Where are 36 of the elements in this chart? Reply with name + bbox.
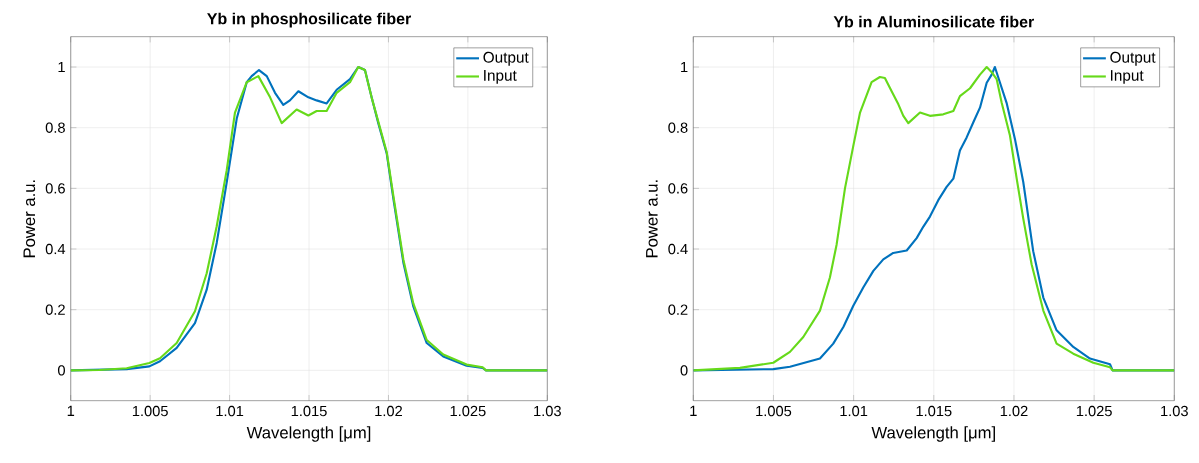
x-tick-label: 1	[690, 405, 697, 416]
x-tick-label: 1.005	[756, 405, 792, 417]
y-axis-title: Power a.u.	[646, 180, 658, 258]
legend-label: Input	[484, 70, 517, 84]
x-tick-label: 1.01	[840, 405, 868, 417]
y-tick-label: 0.6	[668, 183, 688, 194]
y-tick-label: 0.8	[45, 122, 65, 133]
legend-label: Output	[1110, 51, 1156, 66]
x-axis-title: Wavelength [μm]	[871, 426, 995, 442]
y-tick-label: 1	[58, 61, 65, 73]
y-tick-label: 0	[57, 365, 65, 376]
y-tick-label: 0	[680, 365, 688, 376]
y-tick-label: 0.4	[668, 243, 688, 255]
x-tick-label: 1.015	[916, 405, 952, 417]
x-tick-label: 1.03	[534, 405, 561, 417]
x-tick-label: 1.01	[216, 405, 244, 417]
y-tick-label: 0.4	[45, 243, 66, 255]
x-tick-label: 1	[67, 405, 75, 416]
x-tick-label: 1.02	[375, 405, 402, 417]
y-tick-label: 0.8	[668, 122, 688, 133]
y-axis-title: Power a.u.	[23, 180, 36, 258]
chart-title: Yb in phosphosilicate fiber	[207, 12, 412, 28]
x-tick-label: 1.025	[1076, 405, 1112, 417]
x-tick-label: 1.015	[291, 405, 327, 417]
chart-title: Yb in Aluminosilicate fiber	[833, 15, 1035, 28]
y-tick-label: 0.6	[45, 183, 65, 194]
x-tick-label: 1.02	[1000, 405, 1028, 417]
legend-label: Input	[1110, 70, 1144, 84]
y-tick-label: 0.2	[668, 304, 688, 315]
x-axis-title: Wavelength [μm]	[246, 426, 371, 442]
x-tick-label: 1.025	[450, 405, 486, 417]
x-tick-label: 1.005	[132, 405, 168, 417]
legend-label: Output	[483, 51, 529, 66]
y-tick-label: 0.2	[45, 304, 65, 315]
x-tick-label: 1.03	[1161, 405, 1188, 417]
y-tick-label: 1	[681, 61, 688, 73]
